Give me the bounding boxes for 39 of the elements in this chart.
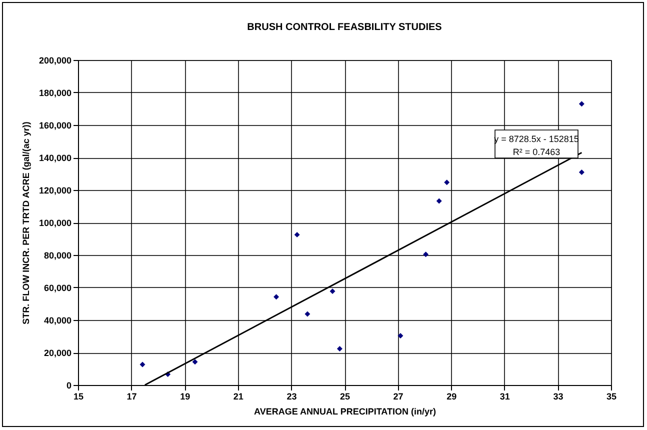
point <box>192 359 198 365</box>
y-tick-label: 0 <box>66 380 72 390</box>
point <box>304 311 310 317</box>
point <box>330 288 336 294</box>
y-tick-label: 80,000 <box>44 250 72 260</box>
x-tick-label: 19 <box>180 392 190 402</box>
point <box>436 198 442 204</box>
y-tick-label: 120,000 <box>38 186 72 196</box>
x-axis-title: AVERAGE ANNUAL PRECIPITATION (in/yr) <box>254 406 436 416</box>
y-tick-label: 140,000 <box>38 153 72 163</box>
chart-title: BRUSH CONTROL FEASBILITY STUDIES <box>247 22 442 33</box>
point <box>398 333 404 338</box>
x-tick-label: 25 <box>340 392 350 402</box>
y-tick-label: 160,000 <box>38 120 72 130</box>
y-tick-label: 180,000 <box>38 88 72 98</box>
point <box>578 101 584 107</box>
x-tick-label: 23 <box>286 392 297 402</box>
y-tick-label: 100,000 <box>38 218 72 228</box>
point <box>336 346 342 352</box>
point <box>444 180 450 186</box>
y-tick-label: 20,000 <box>44 348 72 358</box>
y-axis-title: STR. FLOW INCR. PER TRTD ACRE (gal/(ac yr)) <box>20 122 31 324</box>
point <box>274 294 280 300</box>
point <box>294 232 300 238</box>
point <box>578 170 584 176</box>
x-tick-label: 15 <box>73 392 84 402</box>
point <box>423 252 429 258</box>
x-tick-label: 35 <box>606 392 617 402</box>
annotation: R² = 0.7463 <box>512 147 560 157</box>
x-tick-label: 27 <box>393 392 404 402</box>
x-tick-label: 31 <box>500 392 510 402</box>
x-tick-label: 17 <box>126 392 137 402</box>
x-tick-label: 21 <box>233 392 244 402</box>
x-tick-label: 33 <box>553 392 564 402</box>
x-tick-label: 29 <box>446 392 457 402</box>
y-tick-label: 200,000 <box>38 56 72 66</box>
point <box>140 362 146 368</box>
y-tick-label: 40,000 <box>44 316 72 326</box>
y-tick-label: 60,000 <box>44 283 72 293</box>
